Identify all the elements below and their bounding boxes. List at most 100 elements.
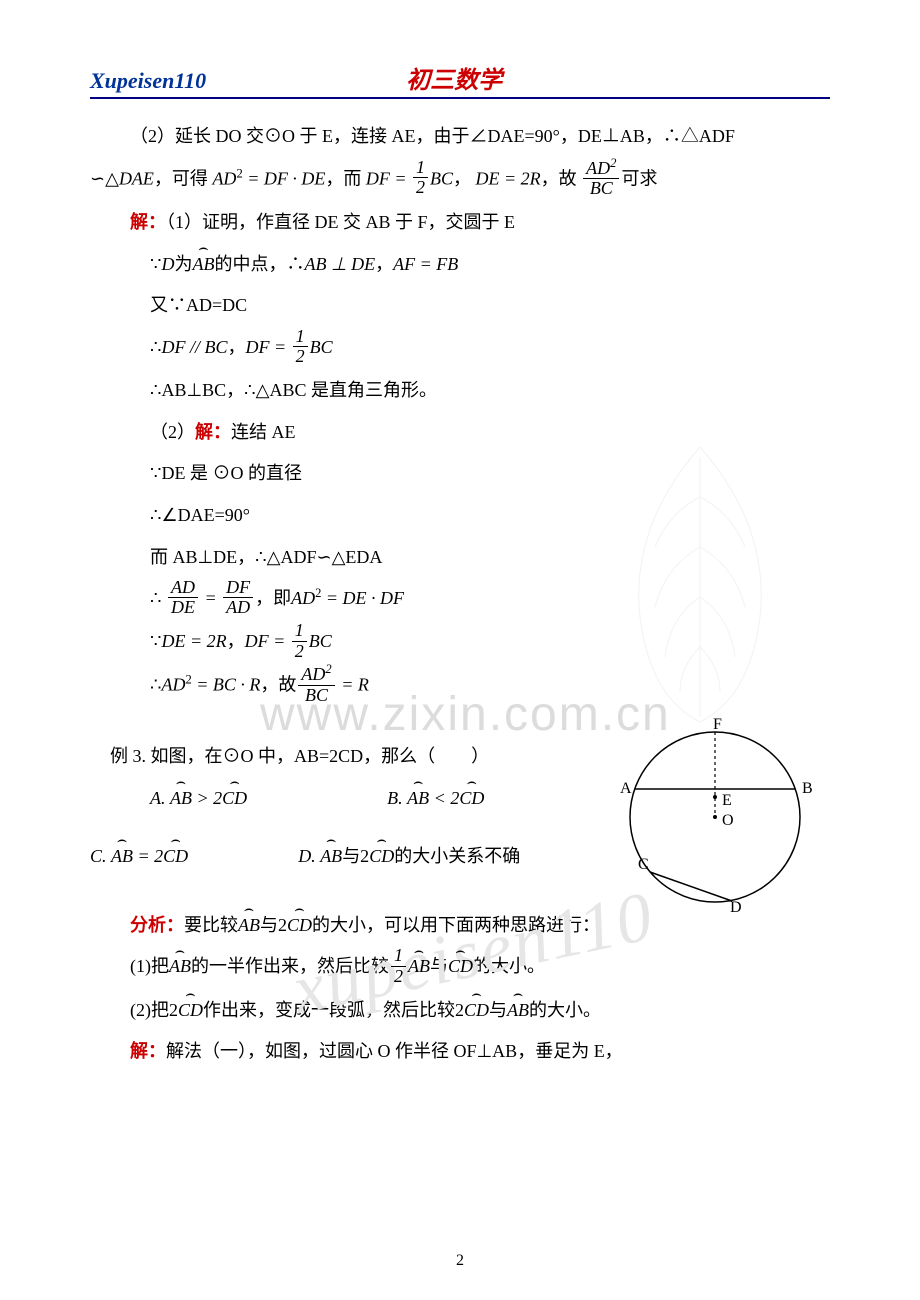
analysis-label: 分析： <box>130 915 184 935</box>
svg-text:D: D <box>730 899 742 912</box>
sol2text: 连结 AE <box>231 422 296 442</box>
D: D <box>161 254 174 274</box>
page-number: 2 <box>0 1252 920 1270</box>
fn-ad2: AD <box>168 578 198 599</box>
sol3-label: 解： <box>130 1041 166 1061</box>
dedf: = DE · DF <box>321 588 404 608</box>
fd-bc2: BC <box>298 686 334 706</box>
comma2: ， <box>227 337 245 357</box>
optC-ab: AB <box>111 837 133 877</box>
optC-a: C. <box>90 846 111 866</box>
p2-line2: ∽△DAE，可得 AD2 = DF · DE，而 DF = 12BC， DE =… <box>90 159 830 202</box>
sol2-start: （2）解：连结 AE <box>90 413 830 453</box>
subject-text: 初三数学 <box>406 60 502 95</box>
an-a: 要比较 <box>184 915 238 935</box>
optA-cd: CD <box>222 779 247 819</box>
circle-figure: F A B C D E O <box>610 717 820 912</box>
optA-ab: AB <box>170 779 192 819</box>
fd-bc: BC <box>583 179 619 199</box>
s1-l1: ∵D为AB的中点，∴AB ⊥ DE，AF = FB <box>90 245 830 285</box>
bc1: BC <box>430 168 453 188</box>
m2d: 的大小。 <box>529 1000 601 1020</box>
t5: 可求 <box>621 168 657 188</box>
because1: ∵ <box>150 254 161 274</box>
m2a: (2)把2 <box>130 1000 178 1020</box>
t2: ，而 <box>325 168 361 188</box>
ad: AD <box>212 168 236 188</box>
m1d: 2 <box>391 967 406 987</box>
ad4: AD <box>161 675 185 695</box>
svg-text:O: O <box>722 812 734 829</box>
sol3-text: 解法（一），如图，过圆心 O 作半径 OF⊥AB，垂足为 E， <box>166 1041 623 1061</box>
sim-symbol: ∽△ <box>90 168 119 188</box>
s2-l5: ∵DE = 2R，DF = 12BC <box>90 622 830 663</box>
sol2-label: 解： <box>195 422 231 442</box>
svg-text:A: A <box>620 780 632 797</box>
m2cd2: CD <box>464 991 489 1031</box>
an-b: 与2 <box>260 915 287 935</box>
dfeq: DF = <box>245 631 290 651</box>
affb: AF = FB <box>393 254 458 274</box>
fd-ad: AD <box>223 598 253 618</box>
eqR: = R <box>337 675 369 695</box>
num1: 1 <box>413 158 428 179</box>
method2: (2)把2CD作出来，变成一段弧，然后比较2CD与AB的大小。 <box>90 991 830 1031</box>
bc3: BC <box>309 631 332 651</box>
s2-l1: ∵DE 是 ⊙O 的直径 <box>90 454 830 494</box>
d2: 2 <box>293 347 308 367</box>
optB-cd: CD <box>459 779 484 819</box>
s2-l4: ∴ ADDE = DFAD，即AD2 = DE · DF <box>90 579 830 620</box>
method1: (1)把AB的一半作出来，然后比较12AB与CD的大小。 <box>90 947 830 988</box>
s1-l2: 又∵AD=DC <box>90 286 830 326</box>
bcr: = BC · R <box>192 675 261 695</box>
fn-ad: AD <box>586 158 610 178</box>
s1-l4: ∴AB⊥BC，∴△ABC 是直角三角形。 <box>90 371 830 411</box>
ad3: AD <box>291 588 315 608</box>
m1cd: CD <box>448 947 473 987</box>
optA-gt: > 2 <box>192 788 222 808</box>
midpt: 的中点，∴ <box>214 254 304 274</box>
an-ab: AB <box>238 906 260 946</box>
optC-eq: = 2 <box>133 846 163 866</box>
eq-dfde: = DF · DE <box>243 168 326 188</box>
svg-text:E: E <box>722 792 732 809</box>
den2: 2 <box>413 178 428 198</box>
abperpde: AB ⊥ DE <box>304 254 375 274</box>
de2r: DE = 2R <box>161 631 226 651</box>
m1ab2: AB <box>408 947 430 987</box>
because2: ∵ <box>150 631 161 651</box>
an-cd: CD <box>287 906 312 946</box>
therefore3: ∴ <box>150 675 161 695</box>
n1: 1 <box>293 327 308 348</box>
p2-intro: （2）延长 DO 交⊙O 于 E，连接 AE，由于∠DAE=90°，DE⊥AB，… <box>90 117 830 157</box>
m2cd: CD <box>178 991 203 1031</box>
fd-de: DE <box>168 598 198 618</box>
s2-l2: ∴∠DAE=90° <box>90 496 830 536</box>
s2-l3: 而 AB⊥DE，∴△ADF∽△EDA <box>90 538 830 578</box>
optD-cd: CD <box>369 837 394 877</box>
bc2: BC <box>310 337 333 357</box>
t1: ，可得 <box>154 168 208 188</box>
therefore1: ∴ <box>150 337 161 357</box>
n1b: 1 <box>292 621 307 642</box>
m1b: 的一半作出来，然后比较 <box>191 956 389 976</box>
optC-cd: CD <box>163 837 188 877</box>
wei: 为 <box>174 254 192 274</box>
optD-mid: 与2 <box>342 846 369 866</box>
m1e: 的大小。 <box>473 956 545 976</box>
svg-text:C: C <box>638 856 649 873</box>
comma: ， <box>375 254 393 274</box>
dfhalf: DF = <box>245 337 290 357</box>
optD-ab: AB <box>320 837 342 877</box>
optB-a: B. <box>387 788 407 808</box>
m2c: 与 <box>489 1000 507 1020</box>
dfparbc: DF // BC <box>161 337 227 357</box>
svg-text:B: B <box>802 780 813 797</box>
m1a: (1)把 <box>130 956 169 976</box>
m2ab: AB <box>507 991 529 1031</box>
ji: ，即 <box>255 588 291 608</box>
gu: ，故 <box>260 675 296 695</box>
comma3: ， <box>227 631 245 651</box>
s2-l6: ∴AD2 = BC · R，故AD2BC = R <box>90 665 830 708</box>
page-header: Xupeisen110 初三数学 <box>90 60 830 99</box>
